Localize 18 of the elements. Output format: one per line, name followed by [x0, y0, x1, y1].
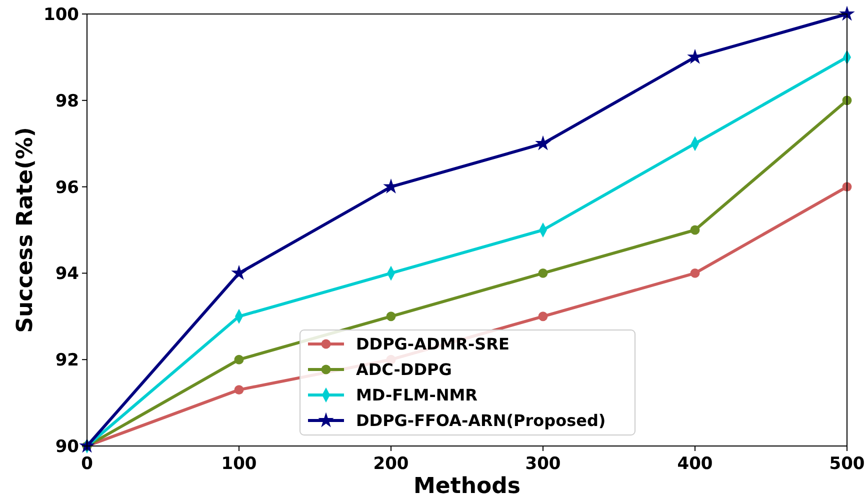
y-tick-label: 100: [44, 4, 80, 25]
y-axis-title: Success Rate(%): [13, 127, 38, 333]
x-tick-label: 400: [677, 454, 713, 474]
legend-label: DDPG-ADMR-SRE: [356, 334, 510, 354]
y-tick-label: 92: [55, 350, 79, 371]
x-tick-label: 300: [525, 454, 561, 474]
x-tick-label: 0: [81, 454, 94, 474]
y-tick-label: 98: [55, 91, 79, 112]
y-tick-label: 90: [55, 436, 80, 457]
x-tick-label: 200: [373, 454, 409, 474]
x-tick-label: 100: [221, 454, 257, 474]
legend-label: DDPG-FFOA-ARN(Proposed): [356, 411, 606, 430]
x-tick-label: 500: [829, 454, 865, 474]
y-tick-label: 94: [55, 264, 80, 284]
legend-label: ADC-DDPG: [356, 360, 452, 380]
legend-label: MD-FLM-NMR: [356, 386, 478, 405]
y-tick-label: 96: [55, 178, 79, 198]
x-axis-title: Methods: [414, 474, 520, 499]
